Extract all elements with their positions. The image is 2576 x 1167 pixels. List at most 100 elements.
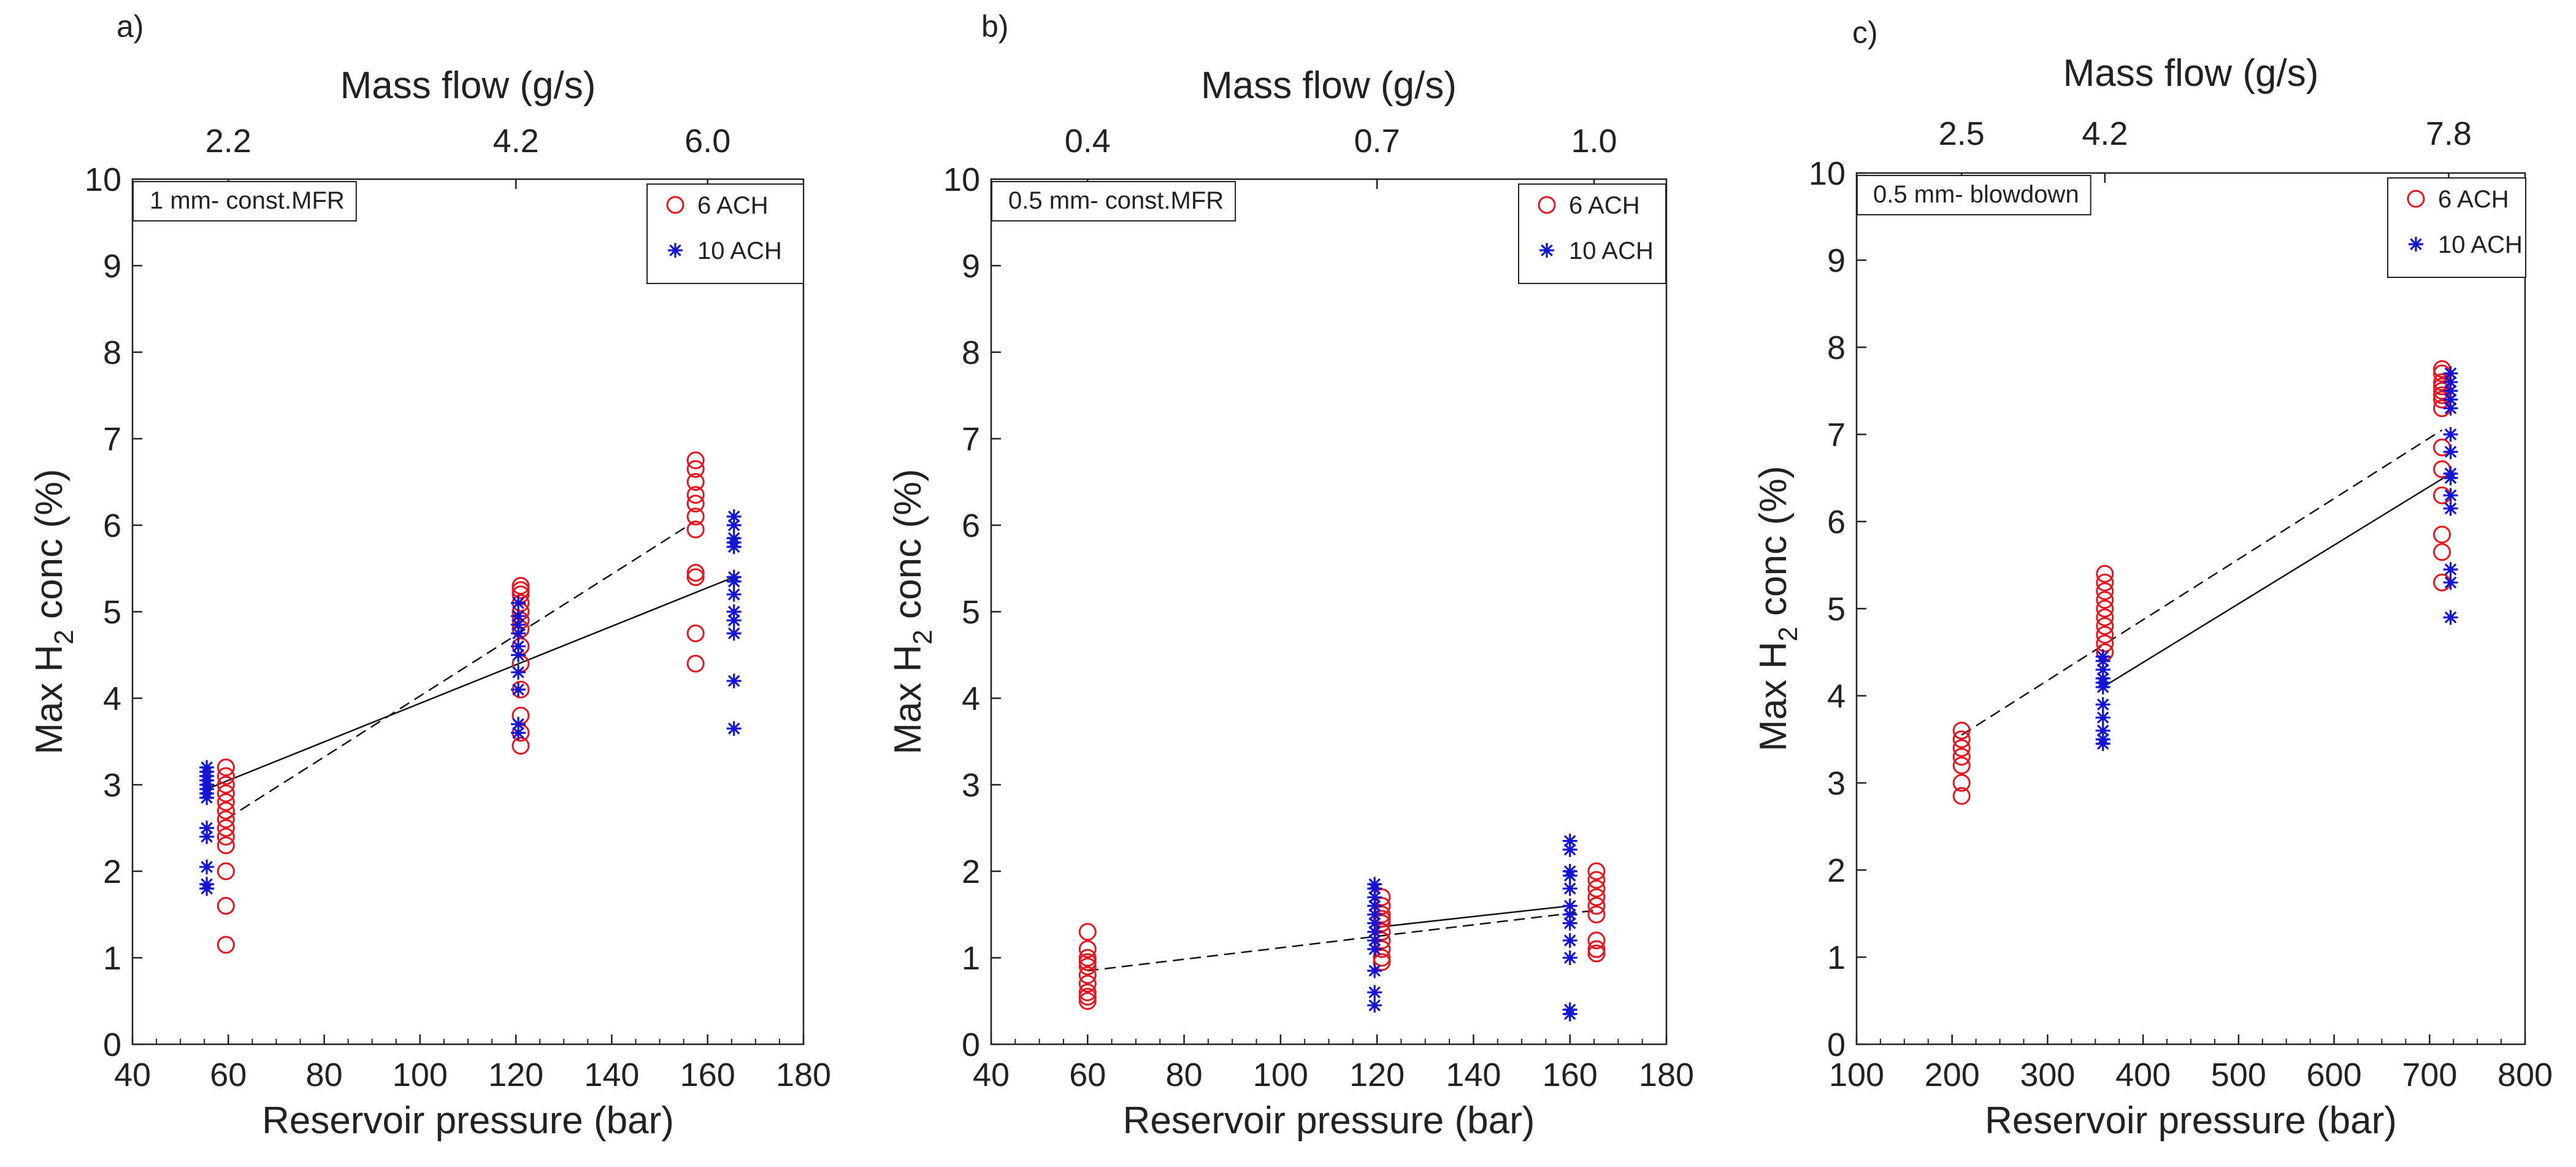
x-tick-label: 160 xyxy=(680,1057,735,1093)
x-tick-label: 60 xyxy=(1069,1057,1106,1093)
data-point xyxy=(511,717,526,732)
top-tick-label: 2.5 xyxy=(1939,115,1985,152)
data-point xyxy=(1367,941,1382,957)
data-point xyxy=(512,737,530,755)
legend-marker-star xyxy=(1539,243,1554,258)
data-point xyxy=(726,587,742,602)
y-tick-label: 8 xyxy=(1827,329,1846,366)
data-point xyxy=(726,539,742,555)
data-point xyxy=(217,801,235,820)
data-point xyxy=(1078,940,1097,958)
x-tick-label: 200 xyxy=(1925,1057,1980,1093)
data-point xyxy=(686,486,705,504)
annotation-text: 1 mm- const.MFR xyxy=(150,187,345,214)
y-axis-title: Max H2 conc (%) xyxy=(28,469,79,754)
x-tick-label: 40 xyxy=(973,1057,1010,1093)
data-point xyxy=(1078,923,1097,941)
legend: 6 ACH 10 ACH xyxy=(1518,183,1666,284)
top-tick-label: 1.0 xyxy=(1571,123,1617,160)
y-tick-label: 10 xyxy=(1809,155,1846,192)
data-point xyxy=(686,473,705,491)
data-point xyxy=(217,862,235,880)
data-point xyxy=(686,655,705,673)
data-point xyxy=(1952,787,1971,805)
data-point xyxy=(686,520,705,539)
data-point xyxy=(2443,471,2458,485)
data-point xyxy=(2096,591,2114,609)
data-point xyxy=(217,776,235,794)
x-tick-label: 140 xyxy=(1446,1057,1501,1093)
data-point xyxy=(1562,1006,1577,1022)
data-point xyxy=(1562,915,1577,931)
data-point xyxy=(511,609,526,624)
top-tick-label: 0.7 xyxy=(1354,123,1400,160)
x-axis-title: Reservoir pressure (bar) xyxy=(1985,1100,2397,1142)
y-tick-label: 10 xyxy=(85,161,121,198)
annotation-frame xyxy=(991,181,1236,221)
data-point xyxy=(1587,879,1606,898)
y-tick-label: 2 xyxy=(962,853,980,890)
data-point xyxy=(2443,427,2458,442)
data-point xyxy=(2443,575,2458,590)
data-point xyxy=(2095,723,2110,738)
data-point xyxy=(217,767,235,785)
data-point xyxy=(2443,488,2458,503)
data-point xyxy=(1952,722,1971,740)
data-point xyxy=(1367,907,1382,922)
legend-label: 6 ACH xyxy=(697,192,769,219)
panel-letter: a) xyxy=(117,9,144,44)
top-tick-label: 6.0 xyxy=(684,123,730,160)
data-point xyxy=(2443,562,2458,577)
x-tick-label: 60 xyxy=(210,1057,247,1093)
data-point xyxy=(511,682,526,697)
legend-label: 10 ACH xyxy=(2438,231,2523,258)
data-point xyxy=(2443,401,2458,416)
fit-line-dashed xyxy=(225,520,696,820)
annotation-box: 1 mm- const.MFR xyxy=(132,181,357,221)
data-point xyxy=(1562,881,1577,896)
data-point xyxy=(1367,998,1382,1013)
data-point xyxy=(726,673,742,688)
data-point xyxy=(511,617,526,633)
annotation-frame xyxy=(132,181,357,221)
data-point xyxy=(511,647,526,663)
data-point xyxy=(1952,774,1971,792)
panel-letter: b) xyxy=(981,9,1008,44)
x-tick-label: 140 xyxy=(584,1057,639,1093)
top-tick-label: 0.4 xyxy=(1065,123,1111,160)
legend-marker-star xyxy=(668,243,683,258)
panel-letter: c) xyxy=(1852,15,1878,50)
data-point xyxy=(511,626,526,641)
x-tick-label: 800 xyxy=(2497,1057,2553,1093)
y-tick-label: 8 xyxy=(962,334,980,371)
legend-label: 10 ACH xyxy=(697,237,782,264)
panel-c: 0 1 2 3 4 5 6 7 8 9 10 100 200 300 400 500 600 700 800 2.5 4… xyxy=(1752,15,2553,1142)
fit-line-solid xyxy=(2103,472,2451,688)
data-point xyxy=(2096,573,2114,591)
y-tick-label: 7 xyxy=(1827,417,1846,453)
x-tick-label: 80 xyxy=(306,1057,343,1093)
data-point xyxy=(2095,697,2110,712)
data-point xyxy=(2095,653,2110,669)
data-point xyxy=(2443,444,2458,460)
data-point xyxy=(512,581,530,599)
data-point xyxy=(217,936,235,954)
data-point xyxy=(199,820,215,836)
legend-frame xyxy=(2387,177,2526,278)
data-point xyxy=(1367,985,1382,1000)
annotation-box: 0.5 mm- const.MFR xyxy=(991,181,1236,221)
data-point xyxy=(1587,888,1606,906)
legend: 6 ACH 10 ACH xyxy=(646,183,804,284)
y-axis-title: Max H2 conc (%) xyxy=(1752,466,1803,751)
data-point xyxy=(2096,599,2114,618)
y-tick-label: 9 xyxy=(1827,242,1846,279)
data-point xyxy=(1078,949,1097,967)
data-point xyxy=(199,859,215,874)
data-point xyxy=(1562,933,1577,948)
top-axis-title: Mass flow (g/s) xyxy=(2063,52,2319,94)
fit-line-solid xyxy=(1374,905,1570,928)
data-point xyxy=(511,725,526,741)
y-tick-label: 1 xyxy=(103,940,121,977)
data-point xyxy=(726,574,742,589)
